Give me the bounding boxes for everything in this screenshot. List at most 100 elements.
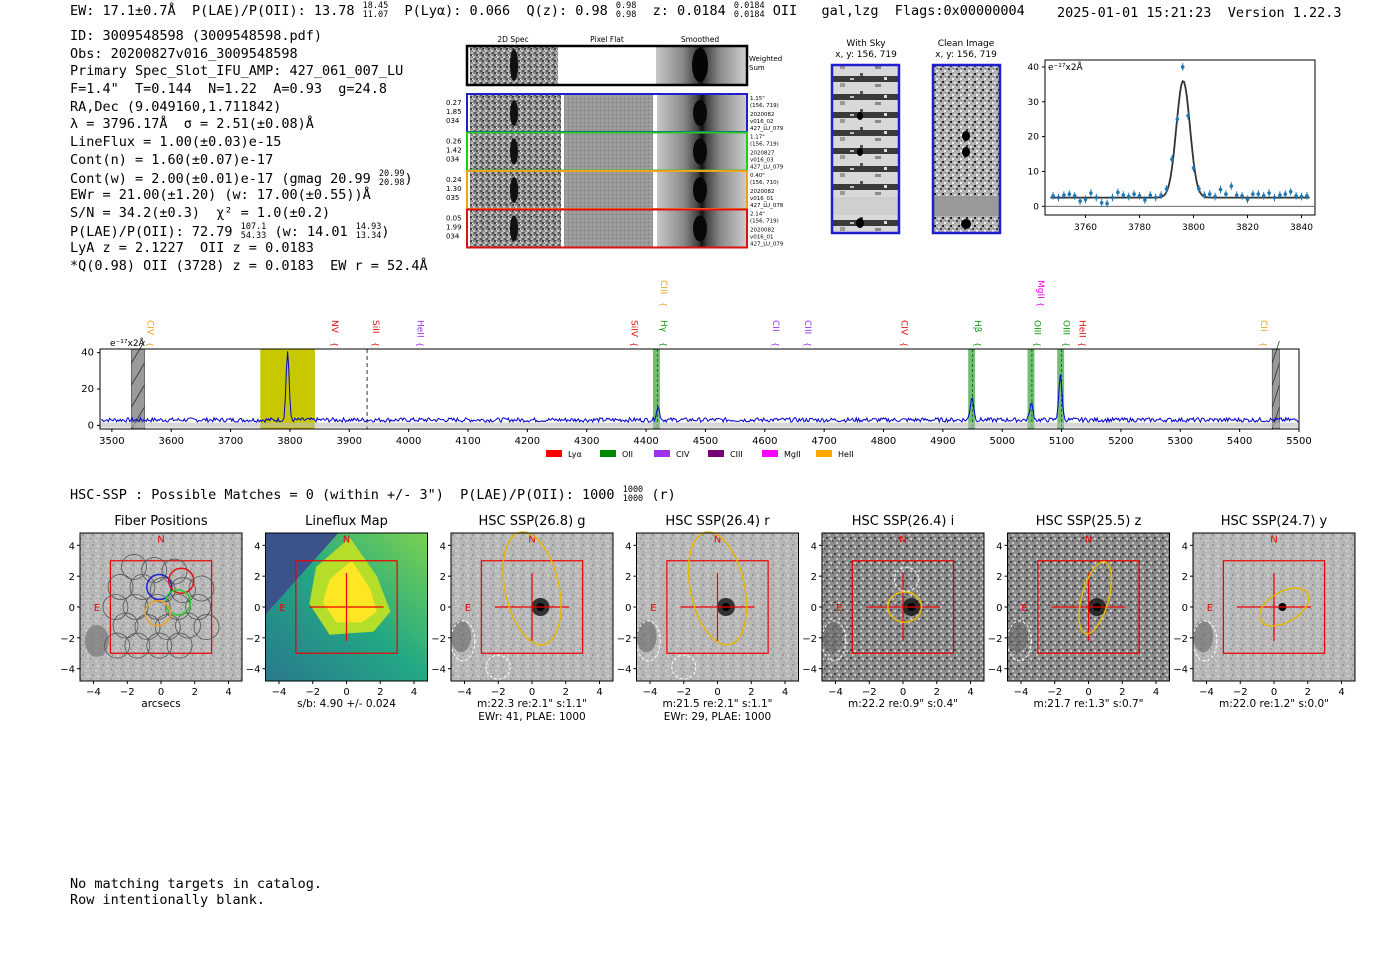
footer-line2: Row intentionally blank. (70, 892, 266, 908)
source-ellipse (1078, 560, 1113, 635)
spec2d-row-detail: v016_02 (750, 119, 774, 125)
imaging-panel: HSC SSP(26.8) g N E −4 −4 −2 −2 0 0 2 2 4 4 m:22.3 re… (431, 514, 614, 723)
spectrum-xtick-label: 4500 (693, 436, 718, 447)
spectrum-hatch (131, 362, 145, 386)
panel-xtick-label: 4 (1153, 687, 1159, 698)
full-spectrum-chart: 0 20 40 3500 3600 3700 3800 3900 4000 4100 4200 430… (81, 280, 1311, 459)
spectrum-line-bracket: { (659, 302, 668, 307)
header-class: gal,lzg (821, 3, 879, 19)
spectrum-xtick-label: 4400 (633, 436, 658, 447)
spectrum-line-bracket: { (803, 342, 812, 347)
spectrum-legend-swatch (762, 450, 778, 457)
panel-title: HSC SSP(26.4) i (852, 514, 954, 529)
fit-data-point (1137, 194, 1142, 198)
east-label: E (650, 603, 656, 614)
spectrum-line-label: OIII (1060, 320, 1070, 335)
spectrum-line-bracket: { (659, 342, 668, 347)
panel-xtick-label: 4 (225, 687, 231, 698)
panel-xtick-label: 4 (782, 687, 788, 698)
spectrum-xtick-label: 5400 (1227, 436, 1252, 447)
panel-ytick-label: 0 (811, 603, 817, 614)
north-label: N (528, 534, 535, 545)
fit-data-point (1234, 193, 1239, 197)
panel-ytick-label: 0 (625, 603, 631, 614)
east-label: E (94, 603, 100, 614)
panel-caption: EWr: 29, PLAE: 1000 (664, 711, 771, 723)
spec2d-row-val: 0.27 (446, 99, 462, 107)
source-ellipse (887, 591, 923, 623)
fit-ytick-label: 10 (1028, 167, 1040, 177)
fit-xtick-label: 3800 (1182, 223, 1205, 233)
header-z-range: 0.0184 0.0184 (733, 1, 765, 20)
header-timestamp: 2025-01-01 15:21:23 (1057, 5, 1212, 21)
spectrum-line-bracket: { (330, 342, 339, 347)
spectrum-xtick-label: 3600 (159, 436, 184, 447)
spectrum-line-bracket: { (146, 342, 155, 347)
fit-data-point (1110, 195, 1115, 200)
panel-xtick-label: −4 (828, 687, 843, 698)
panel-xtick-label: 4 (411, 687, 417, 698)
panel-ytick-label: 0 (440, 603, 446, 614)
spectrum-xtick-label: 4200 (515, 436, 540, 447)
neighbor-blob (451, 620, 472, 653)
fiber-circle (175, 612, 201, 639)
panel-xtick-label: −4 (643, 687, 658, 698)
header-ew: EW: 17.1±0.7Å (70, 3, 176, 19)
with-sky-title: With Sky (846, 39, 886, 49)
header-plae: P(LAE)/P(OII): 13.78 (191, 3, 355, 19)
panel-xtick-label: −4 (86, 687, 101, 698)
fit-data-point (1148, 193, 1153, 197)
fit-data-point (1218, 187, 1223, 192)
spectrum-line-bracket: { (416, 342, 425, 347)
spec2d-row-val: 1.85 (446, 108, 462, 116)
panel-image (80, 533, 242, 681)
spectrum-line-label: OIII (1031, 320, 1041, 335)
panel-ytick-label: 4 (625, 541, 631, 552)
spectrum-hatch (131, 384, 145, 408)
panel-xtick-label: 2 (563, 687, 569, 698)
panel-xtick-label: 2 (934, 687, 940, 698)
panel-ytick-label: −4 (802, 665, 817, 676)
spectrum-line-label: Hβ (972, 320, 982, 333)
panel-caption: m:21.5 re:2.1" s:1.1" (663, 698, 773, 710)
spectrum-legend-swatch (816, 450, 832, 457)
header-flags: Flags:0x00000004 (894, 3, 1025, 19)
fit-data-point (1126, 194, 1131, 199)
panel-ytick-label: −4 (246, 665, 261, 676)
footer-notes: No matching targets in catalog. Row inte… (70, 876, 322, 908)
spec2d-row-val: 1.42 (446, 147, 462, 155)
fit-data-point (1197, 187, 1201, 191)
spec2d-row-detail: 0.40" (750, 173, 765, 179)
panel-ytick-label: −4 (60, 665, 75, 676)
spec2d-row-detail: 427_LU_079 (750, 242, 784, 248)
spec2d-row-detail: 427_LU_079 (750, 126, 784, 132)
panel-xtick-label: −4 (272, 687, 287, 698)
fiber-circle (129, 574, 156, 600)
panel-xtick-label: 4 (596, 687, 602, 698)
neighbor-ellipse (485, 654, 511, 680)
neighbor-blob (1193, 620, 1214, 653)
panel-xtick-label: −2 (862, 687, 877, 698)
spectrum-xtick-label: 4000 (396, 436, 421, 447)
panel-xtick-label: −4 (1199, 687, 1214, 698)
panel-xtick-label: −2 (120, 687, 135, 698)
spectrum-legend-swatch (654, 450, 670, 457)
spectrum-line-bracket: { (1077, 342, 1086, 347)
fit-data-point (1299, 194, 1304, 199)
spectrum-line-band (1027, 349, 1035, 429)
imaging-panel: HSC SSP(25.5) z N E −4 −4 −2 −2 0 0 2 2 4 4 m:21.7 re… (988, 514, 1170, 710)
spec2d-row-detail: (156, 719) (750, 219, 779, 225)
panel-ytick-label: 4 (69, 541, 75, 552)
spec2d-row-val: 0.05 (446, 215, 462, 223)
fit-data-point (1305, 194, 1309, 198)
fit-ytick-label: 0 (1033, 202, 1039, 212)
imaging-panel: HSC SSP(26.4) r N E −4 −4 −2 −2 0 0 2 2 4 4 m:21.5 re… (617, 514, 799, 723)
spectrum-legend-label: HeII (838, 450, 854, 459)
panel-ytick-label: −2 (802, 634, 817, 645)
footer-line1: No matching targets in catalog. (70, 876, 322, 892)
panel-ytick-label: 4 (254, 541, 260, 552)
spectrum-xtick-label: 5100 (1049, 436, 1074, 447)
fit-data-point (1083, 197, 1088, 202)
header-plya: P(Lyα): 0.066 (404, 3, 511, 19)
